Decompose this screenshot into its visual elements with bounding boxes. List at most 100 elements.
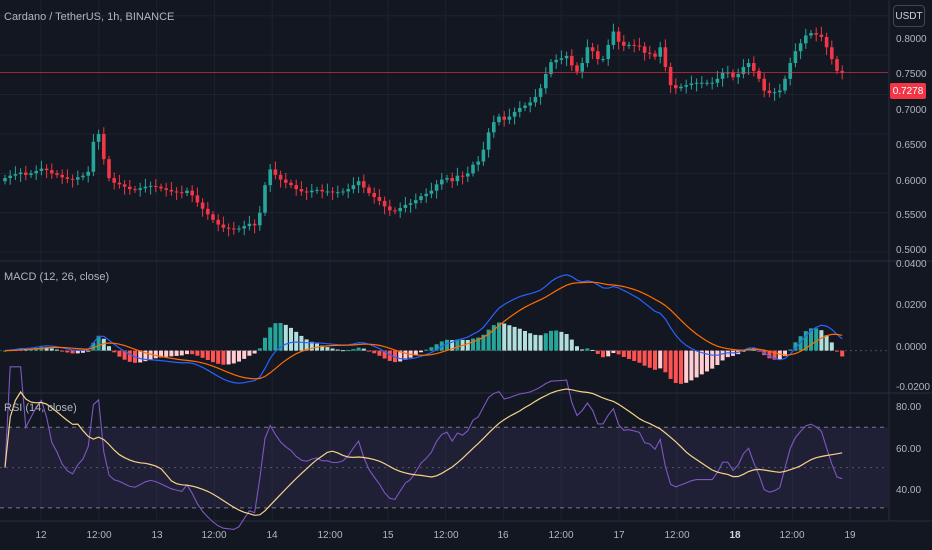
candle-body <box>580 63 584 72</box>
macd-histogram-bar <box>554 330 559 351</box>
candle-body <box>102 133 106 160</box>
macd-histogram-bar <box>231 350 236 364</box>
candle-body <box>315 189 319 191</box>
candle-body <box>299 189 304 192</box>
candle-body <box>65 177 70 179</box>
macd-histogram-bar <box>237 350 241 362</box>
candle-body <box>278 174 283 180</box>
candle-body <box>122 184 127 187</box>
price-tick: 0.8000 <box>896 34 927 45</box>
candle-body <box>252 223 257 226</box>
macd-histogram-bar <box>304 339 309 351</box>
candle-body <box>481 149 486 162</box>
candle-body <box>793 51 798 64</box>
macd-histogram-bar <box>44 347 49 351</box>
candle-body <box>622 41 626 46</box>
macd-histogram-bar <box>486 329 491 351</box>
macd-histogram-bar <box>720 350 725 361</box>
macd-histogram-bar <box>549 330 553 351</box>
candle-body <box>741 66 746 75</box>
candle-body <box>684 85 688 87</box>
candle-body <box>492 122 496 133</box>
candle-body <box>788 63 792 79</box>
macd-histogram-bar <box>741 350 746 352</box>
candle-body <box>705 82 709 84</box>
currency-button[interactable]: USDT <box>893 5 925 27</box>
macd-signal-line <box>4 281 843 380</box>
candle-body <box>138 188 142 190</box>
macd-histogram-bar <box>533 334 538 351</box>
candle-body <box>247 223 252 227</box>
candle-body <box>39 168 44 171</box>
candle-body <box>601 59 605 61</box>
macd-histogram-bar <box>377 350 382 356</box>
candle-body <box>528 102 532 106</box>
candle-body <box>611 31 616 45</box>
macd-histogram-bar <box>268 327 273 351</box>
macd-histogram-bar <box>96 335 101 351</box>
macd-histogram-bar <box>325 347 330 351</box>
candle-body <box>554 59 558 63</box>
macd-histogram-bar <box>824 335 829 351</box>
macd-histogram-bar <box>564 334 569 351</box>
time-tick: 18 <box>729 530 741 541</box>
candle-body <box>226 227 231 229</box>
candle-body <box>372 193 376 197</box>
macd-histogram-bar <box>689 350 694 381</box>
macd-histogram-bar <box>283 324 288 351</box>
macd-histogram-bar <box>809 328 813 351</box>
candle-body <box>450 178 454 182</box>
macd-histogram-bar <box>476 337 481 351</box>
candle-body <box>330 191 335 193</box>
candle-body <box>96 133 101 142</box>
candle-body <box>34 170 38 174</box>
macd-histogram-bar <box>367 350 371 352</box>
candle-body <box>497 116 501 123</box>
macd-histogram-bar <box>169 350 174 357</box>
macd-histogram-bar <box>382 350 387 359</box>
macd-histogram-bar <box>299 335 304 351</box>
time-tick: 13 <box>151 530 163 541</box>
macd-histogram-bar <box>803 331 808 351</box>
macd-histogram-bar <box>569 339 574 351</box>
candle-body <box>715 78 720 83</box>
macd-histogram-bar <box>481 334 486 351</box>
candle-body <box>367 187 371 194</box>
macd-histogram-bar <box>424 349 429 351</box>
macd-histogram-bar <box>653 350 657 370</box>
candle-body <box>169 189 174 192</box>
macd-histogram-bar <box>434 344 439 351</box>
macd-histogram-bar <box>91 342 96 351</box>
candle-body <box>658 47 662 57</box>
candle-body <box>752 63 756 71</box>
price-tick: 0.7500 <box>896 69 927 80</box>
candle-body <box>772 92 777 94</box>
macd-histogram-bar <box>595 350 600 354</box>
macd-histogram-bar <box>148 350 153 360</box>
candle-body <box>44 168 49 171</box>
candle-body <box>174 191 179 193</box>
candle-body <box>388 206 392 211</box>
candle-body <box>767 90 772 93</box>
candle-body <box>55 173 59 175</box>
time-tick: 12 <box>35 530 47 541</box>
candle-body <box>757 70 761 79</box>
candle-body <box>190 190 194 196</box>
candle-body <box>29 173 33 175</box>
macd-histogram-bar <box>705 350 709 372</box>
candle-body <box>351 185 356 190</box>
macd-histogram-bar <box>429 347 434 351</box>
macd-histogram-bar <box>512 326 517 351</box>
rsi-tick: 80.00 <box>896 402 922 413</box>
candle-body <box>13 174 18 176</box>
macd-histogram-bar <box>117 350 122 357</box>
candle-body <box>185 190 189 194</box>
macd-histogram-bar <box>585 348 590 351</box>
macd-histogram-bar <box>143 350 148 362</box>
candle-body <box>830 47 834 60</box>
macd-histogram-bar <box>507 325 512 351</box>
macd-histogram-bar <box>335 349 340 351</box>
macd-histogram-bar <box>788 349 793 351</box>
macd-histogram-bar <box>450 340 455 351</box>
